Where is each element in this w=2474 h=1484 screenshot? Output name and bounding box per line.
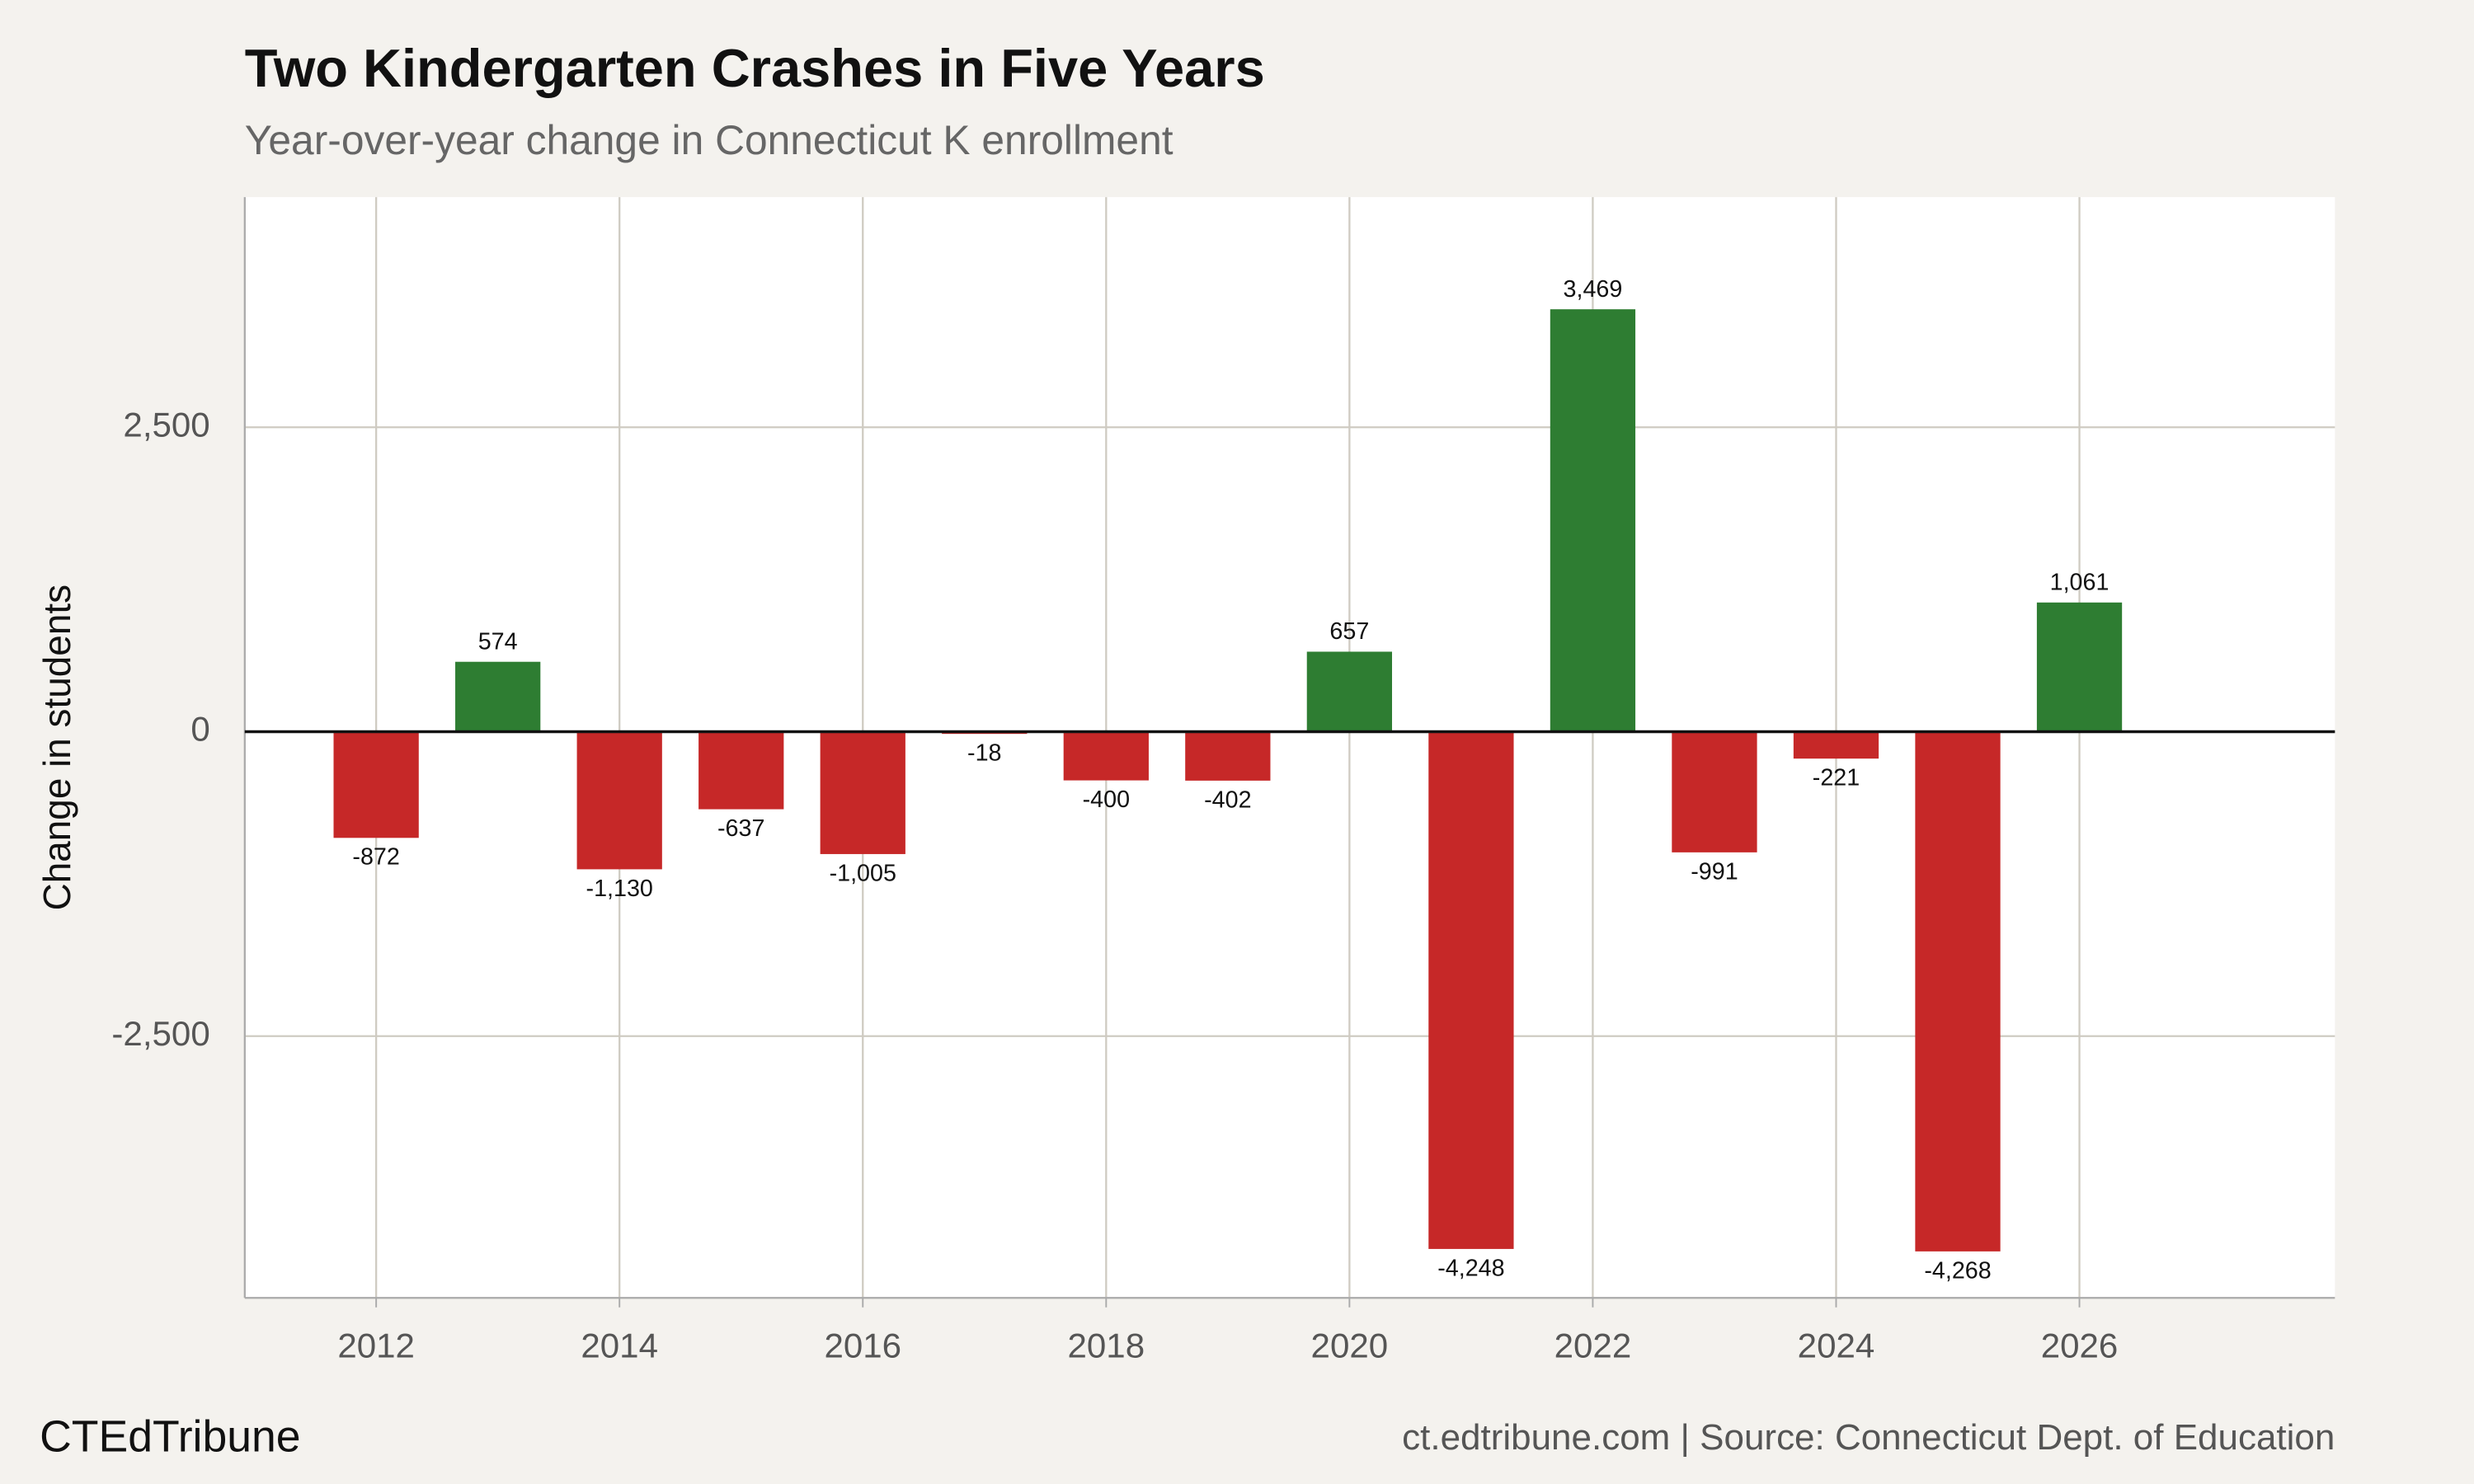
data-label: -1,130 xyxy=(586,876,653,902)
plot-area xyxy=(244,197,2335,1298)
data-label: -4,248 xyxy=(1437,1255,1504,1281)
data-label: -18 xyxy=(967,740,1001,767)
bar xyxy=(455,661,541,732)
y-tick-label: 2,500 xyxy=(123,405,209,444)
data-label: 657 xyxy=(1329,618,1369,645)
bar xyxy=(2036,602,2123,732)
y-tick-label: 0 xyxy=(190,710,209,749)
data-label: 3,469 xyxy=(1564,276,1623,303)
chart-title: Two Kindergarten Crashes in Five Years xyxy=(245,38,1265,98)
bar xyxy=(1428,731,1514,1249)
bar xyxy=(1672,731,1757,852)
bar xyxy=(1306,651,1393,732)
bar xyxy=(1063,731,1149,781)
data-label: -872 xyxy=(352,844,399,871)
x-tick-label: 2018 xyxy=(1068,1327,1145,1365)
bar xyxy=(576,731,662,870)
x-tick-label: 2020 xyxy=(1311,1327,1389,1365)
bar xyxy=(1793,731,1879,759)
data-label: -221 xyxy=(1813,765,1860,791)
x-tick-label: 2012 xyxy=(337,1327,415,1365)
brand: CTEdTribune xyxy=(40,1413,300,1462)
y-tick-label: -2,500 xyxy=(111,1014,209,1053)
x-tick-label: 2016 xyxy=(824,1327,901,1365)
bar xyxy=(333,731,419,838)
data-label: -402 xyxy=(1204,787,1251,813)
chart-subtitle: Year-over-year change in Connecticut K e… xyxy=(245,117,1174,163)
data-label: -400 xyxy=(1083,787,1130,813)
bar xyxy=(698,731,784,810)
data-label: -637 xyxy=(717,815,764,842)
bar xyxy=(820,731,905,854)
x-tick-label: 2026 xyxy=(2041,1327,2119,1365)
x-tick-label: 2022 xyxy=(1554,1327,1632,1365)
x-tick-label: 2024 xyxy=(1798,1327,1875,1365)
data-label: -4,268 xyxy=(1924,1257,1991,1284)
data-label: -991 xyxy=(1691,858,1738,885)
data-label: -1,005 xyxy=(830,860,896,886)
bar xyxy=(1185,731,1271,781)
y-axis-label: Change in students xyxy=(35,585,78,910)
bar xyxy=(1915,731,2001,1252)
data-label: 1,061 xyxy=(2050,569,2109,595)
bar xyxy=(1550,309,1636,732)
source: ct.edtribune.com | Source: Connecticut D… xyxy=(1402,1417,2335,1458)
x-tick-label: 2014 xyxy=(581,1327,658,1365)
data-label: 574 xyxy=(478,628,518,655)
